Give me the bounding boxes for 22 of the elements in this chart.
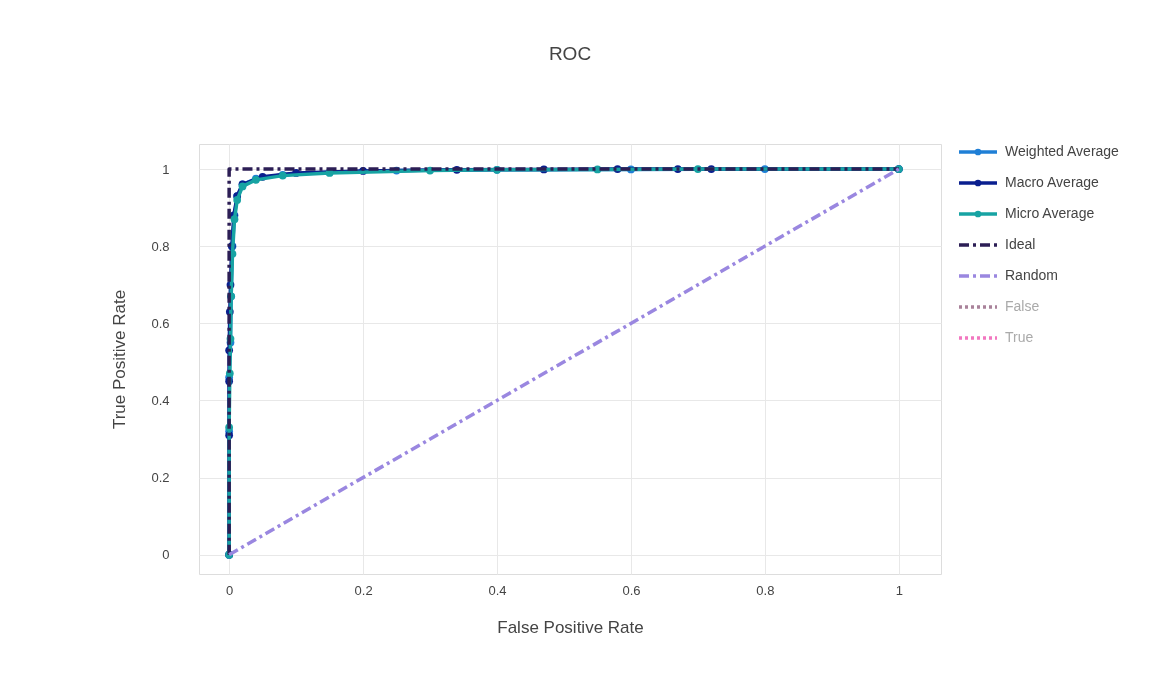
x-tick-label: 0 xyxy=(226,582,234,598)
x-tick-label: 0.8 xyxy=(756,582,775,598)
x-tick-label: 0.4 xyxy=(488,582,507,598)
legend-label: Random xyxy=(1005,267,1058,283)
legend-label: Micro Average xyxy=(1005,205,1095,221)
y-tick-label: 0.6 xyxy=(151,315,170,331)
legend-label: True xyxy=(1005,329,1034,345)
legend-label: False xyxy=(1005,298,1040,314)
y-tick-label: 1 xyxy=(162,161,170,177)
x-axis-title: False Positive Rate xyxy=(497,617,644,637)
y-tick-label: 0.4 xyxy=(151,392,170,408)
x-tick-label: 0.6 xyxy=(622,582,641,598)
legend-label: Macro Average xyxy=(1005,174,1100,190)
x-tick-label: 0.2 xyxy=(354,582,373,598)
y-tick-label: 0.8 xyxy=(151,238,170,254)
x-tick-label: 1 xyxy=(895,582,903,598)
y-tick-label: 0 xyxy=(162,547,170,563)
y-axis-title: True Positive Rate xyxy=(110,289,130,430)
y-tick-label: 0.2 xyxy=(151,470,170,486)
legend-label: Ideal xyxy=(1005,236,1036,252)
legend-label: Weighted Average xyxy=(1005,143,1120,159)
chart-title: ROC xyxy=(548,43,592,64)
